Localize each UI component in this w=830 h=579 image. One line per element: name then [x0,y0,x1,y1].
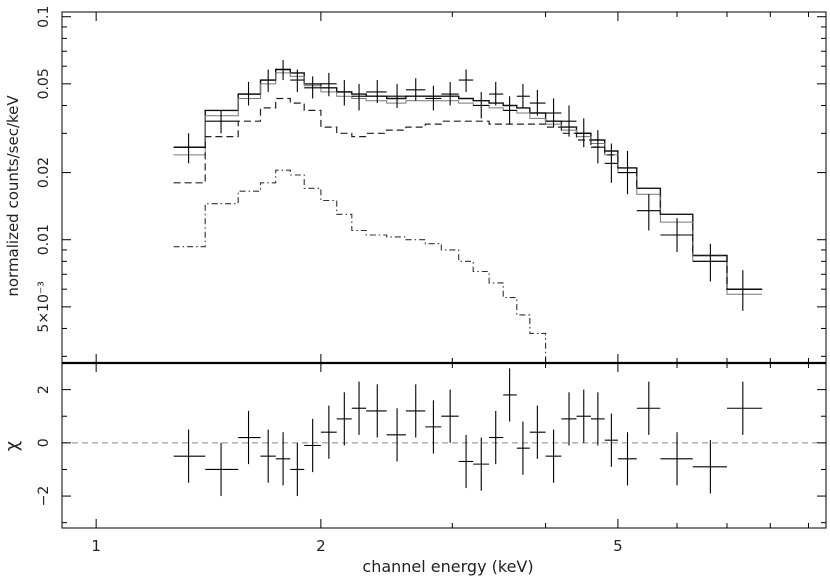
top-axes-frame [61,11,827,364]
residual-point [473,437,490,491]
residual-y-tick-label: 2 [36,385,52,394]
residual-point [386,408,406,462]
data-point [238,81,261,106]
residual-point [458,434,474,489]
residual-point [545,429,562,483]
data-point [386,83,406,108]
y-tick-label: 0.05 [36,68,52,99]
y-tick-label: 0.01 [36,224,52,255]
residual-point [336,392,352,446]
residual-point [604,413,618,467]
data-point [529,89,546,116]
bottom-axes-frame [61,362,827,529]
data-point [660,218,693,253]
data-point [636,194,661,231]
data-point [366,80,387,104]
x-tick-label: 1 [91,537,101,555]
axis-ticks: 1 2 5 0.1 0.05 0.02 0.01 5×10⁻³ 2 0 −2 [36,6,826,555]
residual-point [304,418,321,473]
residual-point [516,421,530,475]
y-tick-label: 0.1 [36,6,52,28]
residual-point [503,368,517,422]
data-point [473,91,490,119]
data-point [489,81,504,106]
model-curve-3 [173,97,763,290]
residual-point [660,432,693,486]
data-point [275,59,291,81]
y-tick-label: 5×10⁻³ [36,281,52,332]
residual-point [238,410,261,465]
residual-point [590,392,605,446]
residual-point [617,432,637,486]
residual-point [489,410,504,465]
residual-point [425,400,442,454]
data-point [320,72,337,97]
data-point [304,76,321,99]
residual-point [290,442,305,497]
residual-point [275,432,291,486]
residual-point [366,384,387,438]
data-point [503,96,517,125]
data-point [590,130,605,164]
residual-point [205,442,239,497]
residual-point [529,405,546,459]
data-point [458,69,474,92]
data-point [604,143,618,183]
data-point [173,133,206,164]
residual-y-tick-label: 0 [36,438,52,447]
data-point [351,83,367,111]
data-point [336,80,352,106]
residual-point [260,429,276,483]
data-point [260,69,276,92]
residual-y-tick-label: −2 [36,486,52,507]
data-point [692,243,727,282]
residual-point [405,384,426,438]
residual-point [173,429,206,483]
residual-point [692,440,727,494]
model-curve-1 [173,68,763,290]
residual-point [351,381,367,435]
x-axis-label: channel energy (keV) [362,557,533,576]
residual-point [636,381,661,435]
data-point [205,110,239,134]
data-point [441,81,459,106]
top-y-axis-label: normalized counts/sec/keV [4,95,22,297]
axes-frames [61,11,827,529]
data-point [726,270,763,311]
model-curve-4 [173,169,562,363]
bottom-y-axis-label: χ [2,441,23,451]
data-point [516,83,530,108]
top-panel [173,59,763,363]
axis-labels: normalized counts/sec/keV χ channel ener… [2,95,534,576]
residual-panel [62,368,826,497]
residual-point [441,389,459,443]
x-tick-label: 5 [613,537,623,555]
residual-point [561,392,577,446]
residual-point [576,389,591,443]
residual-point [320,405,337,459]
y-tick-label: 0.02 [36,157,52,188]
data-point [576,118,591,148]
data-point [545,98,562,128]
data-point [405,78,426,101]
x-tick-label: 2 [316,537,326,555]
data-point [617,150,637,195]
residual-point [726,381,763,435]
data-point [425,85,442,111]
data-point [561,105,577,137]
data-point [290,69,305,92]
